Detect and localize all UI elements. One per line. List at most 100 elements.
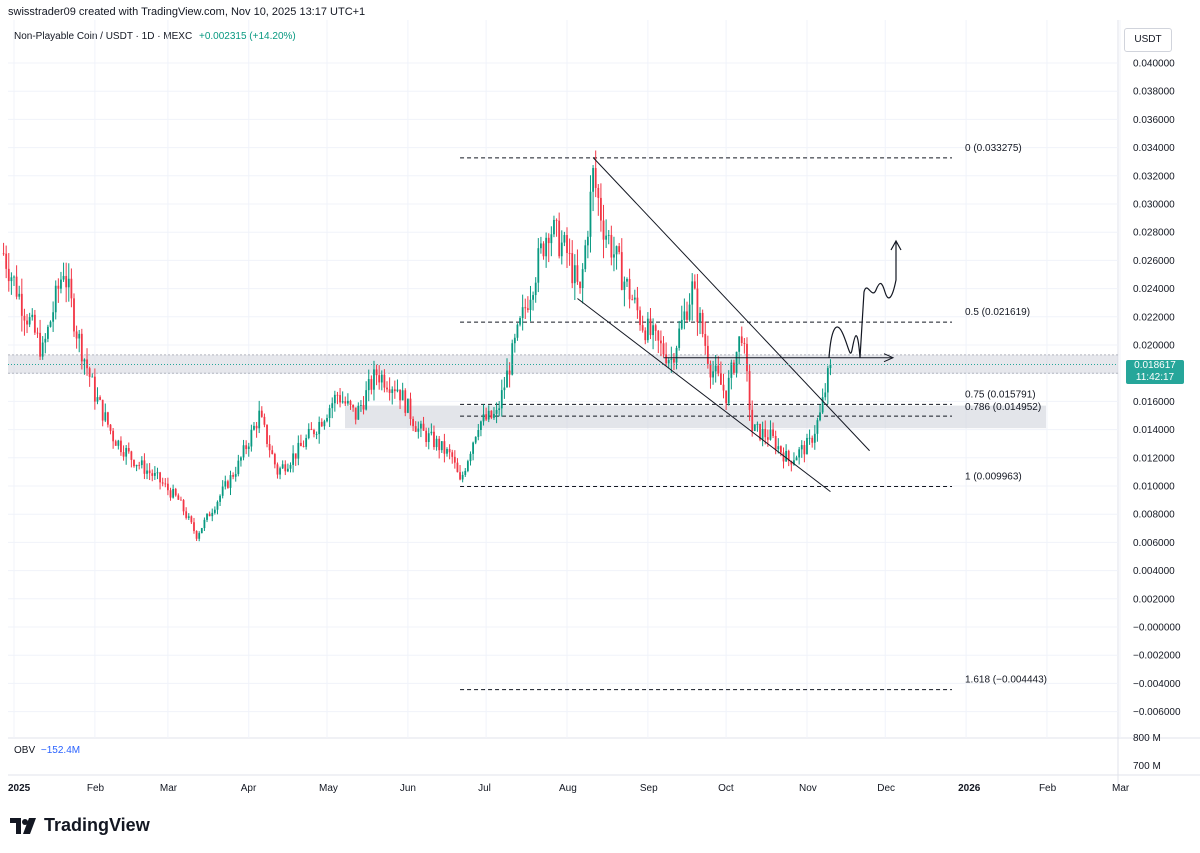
- candle-body: [696, 288, 699, 323]
- obv-tick-label: 800 M: [1133, 733, 1161, 744]
- candle-body: [667, 359, 670, 364]
- candle-body: [657, 330, 660, 341]
- fib-level-label: 0.75 (0.015791): [965, 389, 1036, 400]
- price-tick-label: 0.006000: [1133, 538, 1175, 549]
- time-tick-label: Jul: [478, 783, 491, 794]
- price-tick-label: 0.036000: [1133, 115, 1175, 126]
- candle-body: [180, 499, 182, 501]
- trend-drawings[interactable]: [8, 157, 1118, 493]
- grid-lines: [8, 20, 1200, 790]
- candle-body: [779, 446, 782, 453]
- price-zone: [345, 405, 1046, 429]
- candle-body: [346, 400, 349, 404]
- time-tick-label: Oct: [718, 783, 734, 794]
- candle-body: [660, 340, 662, 344]
- obv-legend[interactable]: OBV −152.4M: [14, 745, 80, 756]
- candle-body: [96, 397, 99, 402]
- candle-body: [581, 269, 584, 289]
- candle-body: [286, 468, 289, 472]
- candle-body: [266, 424, 268, 444]
- candle-body: [430, 431, 433, 434]
- candle-body: [607, 234, 610, 236]
- candle-body: [221, 486, 224, 496]
- time-axis[interactable]: 2025 Feb Mar Apr May Jun Jul Aug Sep Oct Nov Dec 202…: [8, 783, 1130, 794]
- fib-level-label: 0 (0.033275): [965, 143, 1022, 154]
- candle-body: [148, 470, 151, 474]
- price-axis[interactable]: 0.040000 0.038000 0.036000 0.034000 0.032000…: [1133, 59, 1181, 773]
- candle-body: [406, 398, 409, 413]
- candle-body: [88, 368, 91, 377]
- candle-body: [216, 501, 219, 510]
- candle-body: [480, 421, 482, 431]
- candle-body: [341, 401, 344, 403]
- resistance-arrowhead: [883, 353, 895, 363]
- candle-body: [31, 314, 34, 318]
- fib-levels[interactable]: 0 (0.033275) 0.5 (0.021619) 0.75 (0.015791…: [460, 143, 1047, 691]
- time-tick-label: Nov: [799, 783, 817, 794]
- candle-body: [427, 433, 430, 443]
- candle-body: [602, 220, 605, 240]
- candle-body: [605, 235, 608, 240]
- candle-body: [383, 374, 386, 388]
- candle-body: [302, 446, 305, 447]
- candle-body: [477, 430, 480, 437]
- candle-body: [193, 522, 195, 532]
- candle-body: [378, 375, 381, 383]
- candle-body: [20, 293, 23, 316]
- candle-body: [23, 315, 26, 321]
- candle-body: [800, 445, 803, 450]
- price-tick-label: 0.010000: [1133, 482, 1175, 493]
- time-tick-label: Dec: [877, 783, 895, 794]
- candle-body: [474, 436, 477, 443]
- fib-level-label: 1.618 (−0.004443): [965, 675, 1047, 686]
- candle-body: [10, 277, 13, 282]
- candle-body: [704, 333, 707, 346]
- candle-body: [712, 371, 714, 378]
- candle-body: [433, 431, 435, 448]
- candle-body: [633, 297, 636, 300]
- price-change: +0.002315 (+14.20%): [198, 31, 296, 42]
- candle-body: [352, 404, 355, 408]
- candle-body: [33, 314, 36, 333]
- candle-body: [594, 168, 597, 188]
- price-tick-label: 0.012000: [1133, 453, 1175, 464]
- candle-body: [631, 299, 634, 301]
- candle-body: [500, 390, 503, 409]
- currency-button[interactable]: USDT: [1124, 28, 1172, 52]
- candle-body: [678, 328, 681, 348]
- candle-body: [224, 481, 227, 487]
- candle-body: [636, 297, 639, 311]
- candle-body: [526, 308, 529, 310]
- obv-value: −152.4M: [40, 745, 81, 756]
- candle-body: [740, 336, 743, 343]
- symbol-title: Non-Playable Coin / USDT · 1D · MEXC: [14, 31, 193, 42]
- candle-body: [571, 253, 574, 284]
- candle-body: [568, 253, 571, 254]
- candle-body: [751, 409, 754, 431]
- candle-body: [300, 442, 302, 447]
- candle-body: [610, 234, 613, 258]
- candle-body: [748, 371, 751, 410]
- candle-body: [563, 235, 566, 243]
- candle-body: [2, 253, 5, 255]
- candle-body: [57, 285, 60, 289]
- tradingview-logo[interactable]: TradingView: [10, 815, 150, 836]
- candle-body: [673, 358, 675, 363]
- candle-body: [318, 421, 321, 435]
- candle-body: [777, 446, 780, 450]
- candle-body: [135, 464, 138, 467]
- candle-body: [240, 457, 242, 461]
- candle-body: [195, 531, 198, 539]
- candle-body: [375, 369, 378, 376]
- candle-body: [790, 461, 793, 465]
- candle-body: [613, 254, 615, 258]
- candle-body: [62, 275, 65, 280]
- time-tick-label: May: [319, 783, 338, 794]
- candle-body: [597, 187, 600, 198]
- symbol-legend[interactable]: Non-Playable Coin / USDT · 1D · MEXC +0.…: [14, 31, 296, 42]
- price-tick-label: 0.022000: [1133, 312, 1175, 323]
- candle-body: [824, 392, 827, 398]
- candle-body: [328, 408, 331, 419]
- candle-body: [446, 449, 448, 454]
